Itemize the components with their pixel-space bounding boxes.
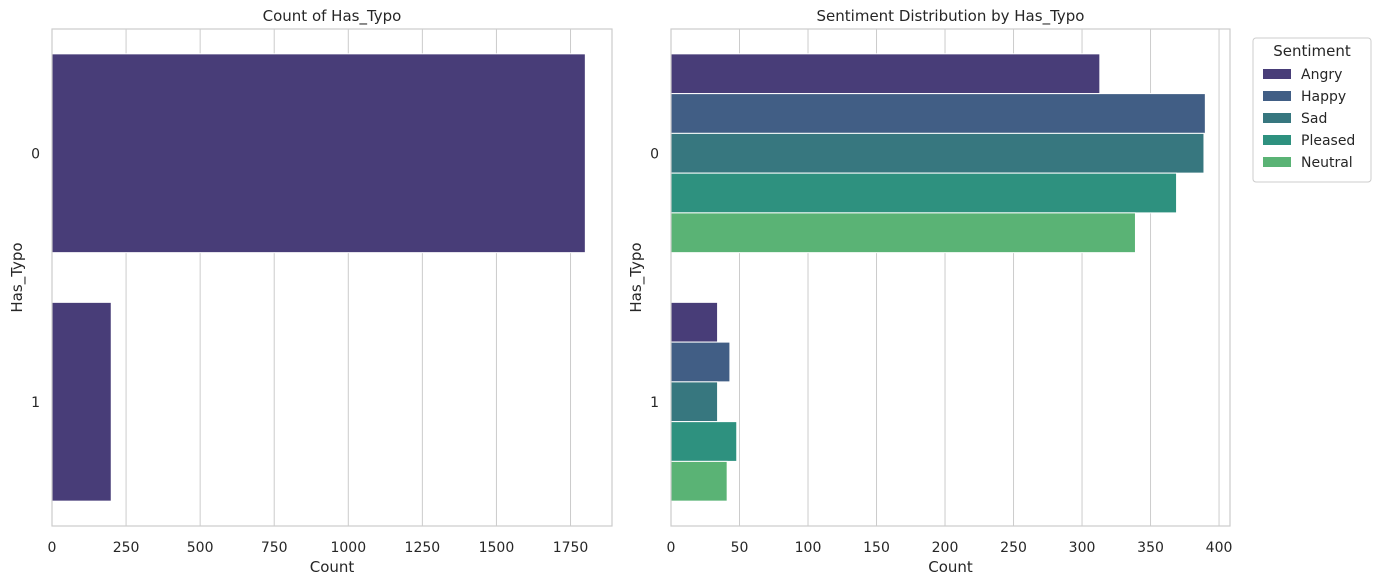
bar-sad-1 bbox=[670, 381, 719, 423]
x-tick-label: 200 bbox=[932, 540, 959, 556]
legend-label-neutral: Neutral bbox=[1301, 155, 1353, 171]
bar-neutral-0 bbox=[670, 212, 1136, 254]
chart-title: Count of Has_Typo bbox=[263, 7, 402, 26]
x-tick-label: 0 bbox=[48, 540, 57, 556]
x-tick-label: 1750 bbox=[553, 540, 589, 556]
bar-neutral-1 bbox=[670, 460, 728, 502]
x-axis-label: Count bbox=[928, 558, 973, 576]
legend-label-happy: Happy bbox=[1301, 89, 1346, 105]
legend-title: Sentiment bbox=[1273, 42, 1351, 60]
x-axis-label: Count bbox=[310, 558, 355, 576]
y-tick-label: 0 bbox=[650, 146, 659, 162]
x-tick-label: 100 bbox=[795, 540, 822, 556]
x-tick-label: 750 bbox=[261, 540, 288, 556]
x-tick-label: 1000 bbox=[330, 540, 366, 556]
x-tick-label: 50 bbox=[731, 540, 749, 556]
bar-happy-0 bbox=[670, 93, 1206, 134]
x-tick-label: 150 bbox=[863, 540, 890, 556]
legend-swatch-sad bbox=[1263, 113, 1291, 123]
legend-label-pleased: Pleased bbox=[1301, 133, 1355, 149]
bar-1 bbox=[51, 301, 112, 502]
x-tick-label: 1250 bbox=[405, 540, 441, 556]
x-tick-label: 300 bbox=[1069, 540, 1096, 556]
y-tick-label: 1 bbox=[31, 395, 40, 411]
x-tick-label: 1500 bbox=[479, 540, 515, 556]
bar-angry-1 bbox=[670, 301, 719, 343]
axes-frame bbox=[51, 28, 613, 527]
legend-swatch-neutral bbox=[1263, 157, 1291, 167]
y-tick-label: 0 bbox=[31, 146, 40, 162]
x-tick-label: 250 bbox=[113, 540, 140, 556]
chart-panel-2: 0 50 100 150 200 250 300 350 400 0 1 Sentiment Dist… bbox=[627, 7, 1372, 576]
bar-happy-1 bbox=[670, 341, 731, 383]
axes-frame bbox=[670, 28, 1231, 527]
legend-swatch-happy bbox=[1263, 91, 1291, 101]
y-tick-label: 1 bbox=[650, 395, 659, 411]
legend-swatch-pleased bbox=[1263, 135, 1291, 145]
chart-title: Sentiment Distribution by Has_Typo bbox=[817, 7, 1085, 26]
chart-panel-1: 0 250 500 750 1000 1250 1500 1750 0 1 Count of Has… bbox=[8, 7, 613, 576]
y-axis-label: Has_Typo bbox=[627, 242, 646, 312]
y-axis-label: Has_Typo bbox=[8, 242, 27, 312]
bar-0 bbox=[51, 53, 586, 254]
x-tick-label: 0 bbox=[667, 540, 676, 556]
x-tick-label: 500 bbox=[187, 540, 214, 556]
legend-label-sad: Sad bbox=[1301, 111, 1327, 127]
legend-label-angry: Angry bbox=[1301, 67, 1342, 83]
legend-swatch-angry bbox=[1263, 69, 1291, 79]
bar-sad-0 bbox=[670, 132, 1205, 174]
bar-angry-0 bbox=[670, 53, 1101, 95]
bar-pleased-1 bbox=[670, 421, 738, 462]
x-tick-label: 350 bbox=[1137, 540, 1164, 556]
x-tick-label: 400 bbox=[1206, 540, 1233, 556]
bar-pleased-0 bbox=[670, 172, 1178, 214]
legend: Sentiment Angry Happy Sad Pleased Neutral bbox=[1252, 37, 1372, 183]
x-tick-label: 250 bbox=[1000, 540, 1027, 556]
